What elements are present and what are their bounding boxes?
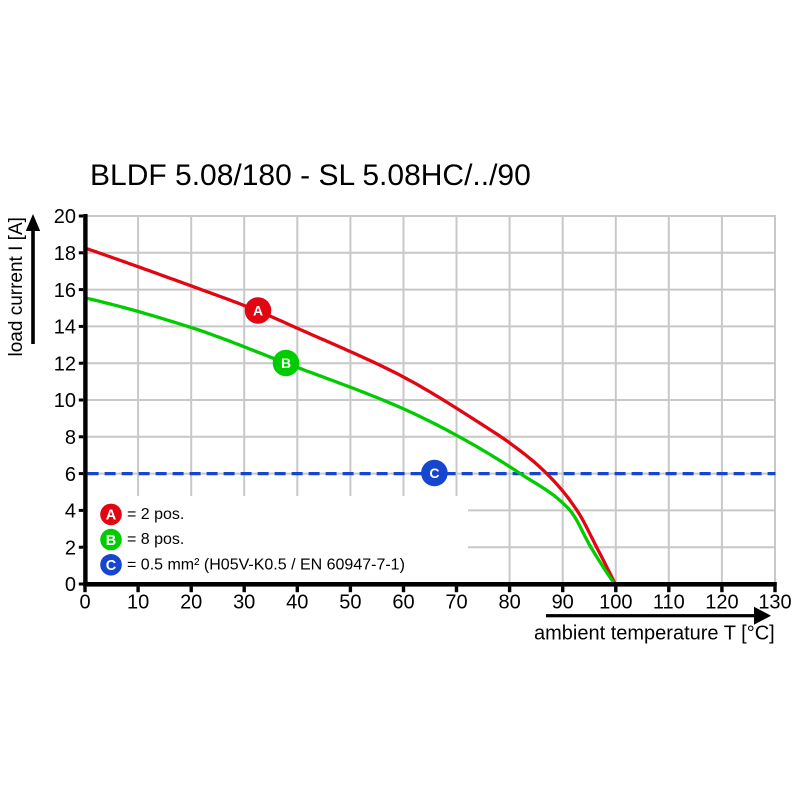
- svg-text:A: A: [253, 303, 263, 319]
- svg-text:60: 60: [392, 592, 414, 614]
- svg-text:20: 20: [54, 206, 76, 228]
- svg-text:50: 50: [339, 592, 361, 614]
- svg-text:70: 70: [445, 592, 467, 614]
- svg-text:10: 10: [54, 390, 76, 412]
- svg-text:12: 12: [54, 353, 76, 375]
- svg-text:16: 16: [54, 280, 76, 302]
- svg-text:= 2 pos.: = 2 pos.: [127, 506, 184, 523]
- svg-text:4: 4: [65, 501, 76, 523]
- svg-text:C: C: [106, 558, 117, 574]
- svg-text:load current I [A]: load current I [A]: [6, 217, 27, 356]
- svg-text:10: 10: [127, 592, 149, 614]
- svg-text:6: 6: [65, 464, 76, 486]
- svg-text:18: 18: [54, 243, 76, 265]
- svg-text:30: 30: [233, 592, 255, 614]
- svg-text:14: 14: [54, 317, 76, 339]
- svg-text:0: 0: [79, 592, 90, 614]
- svg-text:100: 100: [599, 592, 632, 614]
- svg-text:90: 90: [552, 592, 574, 614]
- svg-text:8: 8: [65, 427, 76, 449]
- svg-text:130: 130: [758, 592, 791, 614]
- svg-text:B: B: [281, 355, 291, 371]
- svg-text:20: 20: [180, 592, 202, 614]
- svg-text:= 8 pos.: = 8 pos.: [127, 531, 184, 548]
- svg-text:0: 0: [65, 574, 76, 596]
- svg-text:= 0.5 mm² (H05V-K0.5 / EN 6094: = 0.5 mm² (H05V-K0.5 / EN 60947-7-1): [127, 556, 405, 573]
- svg-text:2: 2: [65, 537, 76, 559]
- svg-text:ambient temperature T [°C]: ambient temperature T [°C]: [534, 623, 775, 645]
- svg-text:C: C: [429, 465, 439, 481]
- svg-text:80: 80: [498, 592, 520, 614]
- svg-text:40: 40: [286, 592, 308, 614]
- svg-text:B: B: [106, 533, 116, 549]
- svg-text:110: 110: [653, 592, 685, 614]
- svg-text:120: 120: [705, 592, 738, 614]
- svg-text:A: A: [106, 508, 117, 524]
- svg-text:BLDF 5.08/180 - SL 5.08HC/../9: BLDF 5.08/180 - SL 5.08HC/../90: [90, 159, 531, 192]
